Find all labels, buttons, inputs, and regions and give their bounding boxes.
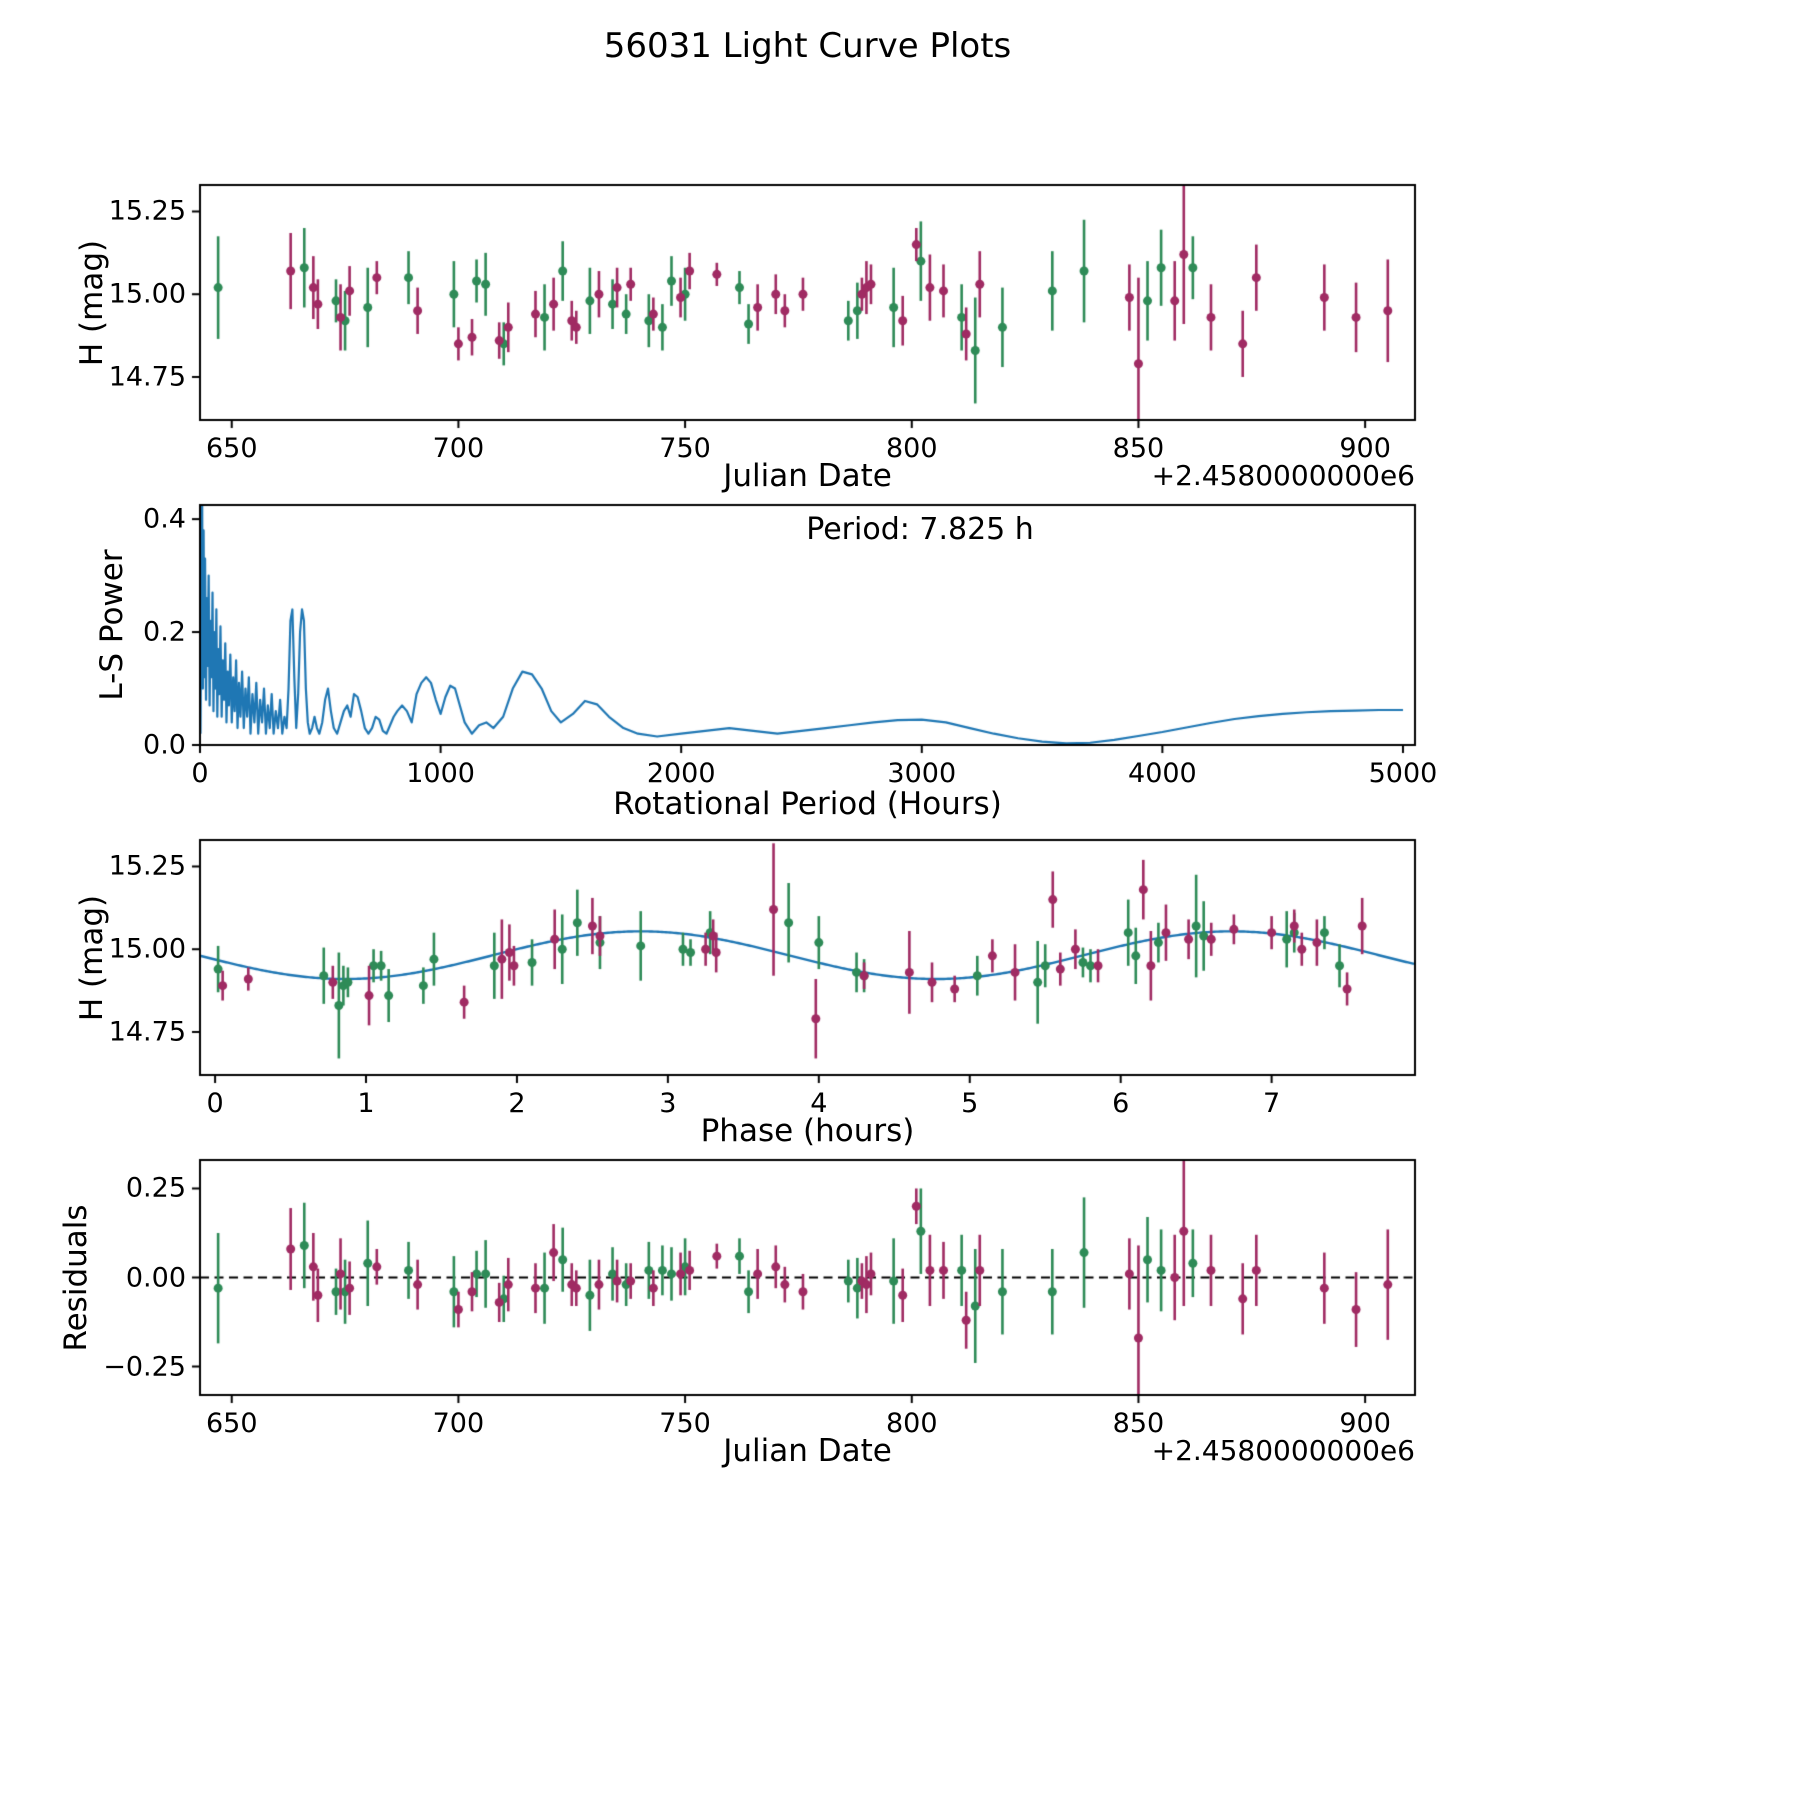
figure-title: 56031 Light Curve Plots [603, 26, 1012, 66]
x-tick-label: 3000 [887, 758, 957, 789]
x-tick-label: 900 [1339, 1408, 1391, 1439]
x-tick-label: 4000 [1128, 758, 1197, 789]
y-tick-label: 14.75 [108, 361, 186, 393]
x-tick-label: 650 [205, 1408, 258, 1439]
x-tick-label: 5 [961, 1088, 979, 1119]
x-tick-label: 2 [508, 1088, 526, 1119]
y-tick-label: −0.25 [103, 1351, 186, 1382]
x-tick-label: 0 [206, 1088, 224, 1119]
x-tick-label: 850 [1112, 1408, 1165, 1439]
jd-lightcurve-ylabel: H (mag) [74, 239, 110, 367]
phase-plot-xlabel: Phase (hours) [700, 1113, 915, 1149]
residuals-xlabel: Julian Date [723, 1433, 892, 1469]
y-tick-label: 0.4 [143, 503, 186, 535]
y-tick-label: 14.75 [108, 1016, 186, 1048]
y-tick-label: 0.0 [143, 729, 186, 761]
y-tick-label: 15.25 [108, 195, 186, 227]
y-tick-label: 0.00 [125, 1262, 186, 1293]
x-tick-label: 800 [885, 1408, 938, 1439]
y-tick-label: 0.2 [143, 616, 186, 648]
x-tick-label: 850 [1112, 433, 1165, 464]
x-tick-label: 900 [1339, 433, 1391, 464]
periodogram-ylabel: L-S Power [94, 549, 130, 701]
periodogram-xlabel: Rotational Period (Hours) [613, 786, 1002, 822]
x-tick-label: 750 [659, 433, 711, 464]
jd-lightcurve-xlabel: Julian Date [723, 458, 892, 494]
residuals-axis-offset-text: +2.4580000000e6 [1151, 1434, 1415, 1467]
x-tick-label: 800 [885, 433, 938, 464]
y-tick-label: 0.25 [125, 1172, 186, 1204]
x-tick-label: 6 [1112, 1088, 1130, 1119]
x-tick-label: 750 [659, 1408, 711, 1439]
phase-plot-ylabel: H (mag) [74, 894, 110, 1022]
x-tick-label: 7 [1263, 1088, 1281, 1119]
x-tick-label: 2000 [646, 758, 716, 789]
x-tick-label: 3 [659, 1088, 677, 1119]
y-tick-label: 15.00 [108, 933, 186, 965]
x-tick-label: 1000 [406, 758, 475, 789]
y-tick-label: 15.00 [108, 278, 186, 310]
x-tick-label: 4 [810, 1088, 828, 1119]
x-tick-label: 700 [432, 433, 485, 464]
x-tick-label: 700 [432, 1408, 485, 1439]
period-annotation: Period: 7.825 h [806, 512, 1034, 547]
residuals-ylabel: Residuals [58, 1204, 94, 1352]
x-tick-label: 5000 [1368, 758, 1438, 789]
jd-axis-offset-text: +2.4580000000e6 [1151, 459, 1415, 492]
y-tick-label: 15.25 [108, 850, 186, 882]
x-tick-label: 1 [357, 1088, 375, 1119]
x-tick-label: 0 [191, 758, 209, 789]
x-tick-label: 650 [205, 433, 258, 464]
